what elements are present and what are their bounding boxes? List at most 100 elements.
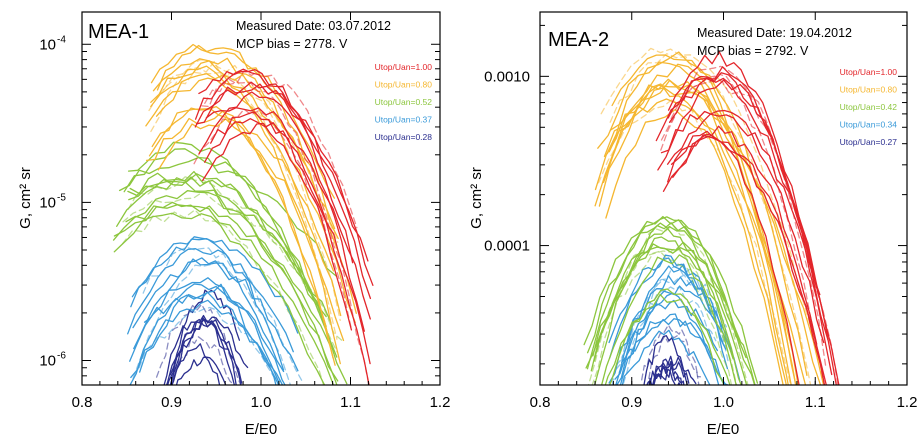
legend-entry: Utop/Uan=0.52: [375, 97, 433, 107]
series-curve-4: [634, 404, 707, 436]
y-tick-label-base: 10: [39, 194, 56, 211]
x-tick-label: 0.8: [72, 394, 93, 411]
series-curve-2: [127, 141, 327, 328]
series-curve-3: [127, 248, 294, 353]
curves-mea-2: [583, 47, 840, 436]
series-curve-2: [593, 222, 741, 385]
series-curve-0: [655, 75, 821, 301]
series-curve-1: [150, 60, 336, 230]
x-tick-label: 1.0: [251, 394, 272, 411]
series-curve-4: [650, 395, 705, 436]
series-curve-2: [600, 254, 737, 385]
series-curve-1: [609, 53, 812, 385]
y-tick-label: 10: [39, 353, 56, 370]
series-curve-3: [132, 258, 299, 372]
series-curve-4: [652, 365, 685, 385]
y-tick-exponent: -4: [57, 34, 66, 45]
curves-mea-1: [112, 43, 374, 385]
series-curve-3: [619, 285, 727, 385]
legend-entry: Utop/Uan=0.37: [375, 115, 433, 125]
series-curve-0: [193, 108, 352, 330]
series-curve-0: [201, 69, 358, 229]
series-curve-3: [130, 238, 299, 334]
series-curve-1: [597, 98, 792, 385]
y-tick-label: 10: [39, 194, 56, 211]
legend-entry: Utop/Uan=0.80: [375, 80, 433, 90]
x-tick-label: 1.1: [805, 394, 826, 411]
series-curve-4: [641, 324, 702, 381]
series-curve-2: [608, 293, 725, 385]
series-curve-1: [145, 77, 342, 317]
series-curve-0: [198, 68, 354, 264]
series-curve-1: [605, 108, 784, 385]
series-curve-2: [112, 190, 338, 385]
ticks-mea-1: 0.8 0.9 1.0 1.1 1.210-610-510-4: [39, 12, 450, 411]
series-curve-0: [667, 66, 840, 385]
series-curve-0: [660, 65, 827, 368]
mcp-bias-mea-2: MCP bias = 2792. V: [697, 44, 809, 58]
x-axis-title-mea-2: E/E0: [707, 421, 740, 438]
y-axis-title-mea-1: G, cm² sr: [17, 167, 34, 229]
series-curve-0: [194, 83, 374, 286]
legend-entry: Utop/Uan=0.42: [840, 102, 898, 112]
series-curve-3: [138, 306, 281, 382]
measured-date-mea-2: Measured Date: 19.04.2012: [697, 26, 852, 40]
series-curve-2: [592, 241, 756, 385]
y-tick-label-base: 10: [39, 36, 56, 53]
series-curve-0: [204, 118, 370, 385]
series-curve-3: [129, 277, 281, 385]
series-curve-0: [662, 135, 827, 385]
series-curve-1: [150, 43, 336, 199]
legend-mea-2: Utop/Uan=1.00 Utop/Uan=0.80 Utop/Uan=0.42 U…: [840, 67, 898, 147]
series-curve-3: [142, 246, 304, 384]
series-curve-2: [604, 288, 731, 385]
legend-entry: Utop/Uan=0.80: [840, 85, 898, 95]
series-curve-1: [602, 79, 799, 385]
series-curve-4: [171, 343, 221, 385]
y-tick-label-base: 0.0010: [484, 68, 530, 85]
series-curve-4: [163, 318, 236, 385]
legend-mea-1: Utop/Uan=1.00 Utop/Uan=0.80 Utop/Uan=0.52 U…: [375, 62, 433, 142]
series-curve-3: [131, 236, 285, 371]
series-curve-0: [205, 107, 371, 320]
y-tick-exponent: -5: [57, 192, 66, 203]
y-tick-label: 0.0001: [484, 238, 530, 255]
series-curve-4: [646, 361, 683, 385]
mcp-bias-mea-1: MCP bias = 2778. V: [236, 37, 348, 51]
series-curve-4: [169, 314, 237, 385]
series-curve-1: [594, 63, 797, 385]
series-curve-4: [175, 356, 227, 385]
series-curve-2: [593, 225, 748, 385]
series-curve-1: [600, 47, 820, 364]
legend-entry: Utop/Uan=1.00: [375, 62, 433, 72]
series-curve-0: [670, 75, 825, 385]
series-curve-4: [167, 316, 249, 385]
series-curve-0: [202, 122, 353, 331]
series-curve-0: [668, 72, 833, 376]
series-curve-2: [123, 148, 348, 385]
series-curve-4: [651, 360, 690, 385]
series-curve-2: [113, 204, 335, 385]
y-tick-label-base: 0.0001: [484, 238, 530, 255]
series-curve-4: [171, 319, 243, 385]
legend-entry: Utop/Uan=0.34: [840, 120, 898, 130]
series-curve-3: [139, 283, 286, 385]
series-curve-4: [155, 303, 242, 385]
legend-entry: Utop/Uan=0.27: [840, 137, 898, 147]
series-curve-1: [145, 110, 335, 272]
series-curve-2: [591, 250, 733, 385]
series-curve-3: [616, 292, 720, 385]
series-curve-1: [150, 65, 356, 324]
series-curve-2: [121, 209, 325, 385]
ticks-mea-2: 0.8 0.9 1.0 1.1 1.2 0.0001 0.0010: [484, 12, 917, 411]
series-curve-2: [118, 156, 338, 277]
series-curve-1: [606, 83, 787, 385]
series-curve-0: [660, 110, 821, 296]
series-curve-3: [133, 257, 285, 373]
x-tick-label: 0.9: [621, 394, 642, 411]
series-curve-3: [609, 257, 729, 370]
x-tick-label: 1.2: [430, 394, 451, 411]
series-curve-3: [129, 283, 277, 385]
y-tick-exponent: -6: [57, 351, 66, 362]
